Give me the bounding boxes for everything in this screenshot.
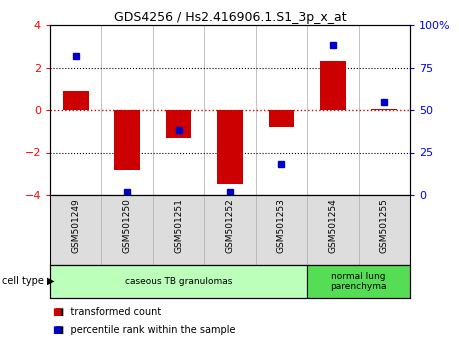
Bar	[114, 110, 140, 170]
Bar	[268, 110, 294, 127]
Text: ■  transformed count: ■ transformed count	[55, 307, 161, 317]
Text: ■  percentile rank within the sample: ■ percentile rank within the sample	[55, 325, 235, 335]
Text: ■: ■	[52, 325, 62, 335]
Text: GSM501250: GSM501250	[123, 199, 131, 253]
Bar	[370, 109, 396, 110]
Title: GDS4256 / Hs2.416906.1.S1_3p_x_at: GDS4256 / Hs2.416906.1.S1_3p_x_at	[113, 11, 346, 24]
Text: normal lung
parenchyma: normal lung parenchyma	[330, 272, 386, 291]
Bar	[319, 61, 345, 110]
Bar	[307, 265, 409, 298]
Text: GSM501251: GSM501251	[174, 199, 183, 253]
Bar	[165, 110, 191, 138]
Text: caseous TB granulomas: caseous TB granulomas	[124, 277, 232, 286]
Bar	[217, 110, 242, 184]
Text: GSM501253: GSM501253	[276, 199, 285, 253]
Text: ■: ■	[52, 307, 62, 317]
Bar	[63, 91, 89, 110]
Text: GSM501249: GSM501249	[71, 199, 80, 253]
Bar	[50, 265, 307, 298]
Text: GSM501254: GSM501254	[328, 199, 336, 253]
Text: cell type ▶: cell type ▶	[2, 276, 55, 286]
Text: GSM501252: GSM501252	[225, 199, 234, 253]
Text: GSM501255: GSM501255	[379, 199, 388, 253]
